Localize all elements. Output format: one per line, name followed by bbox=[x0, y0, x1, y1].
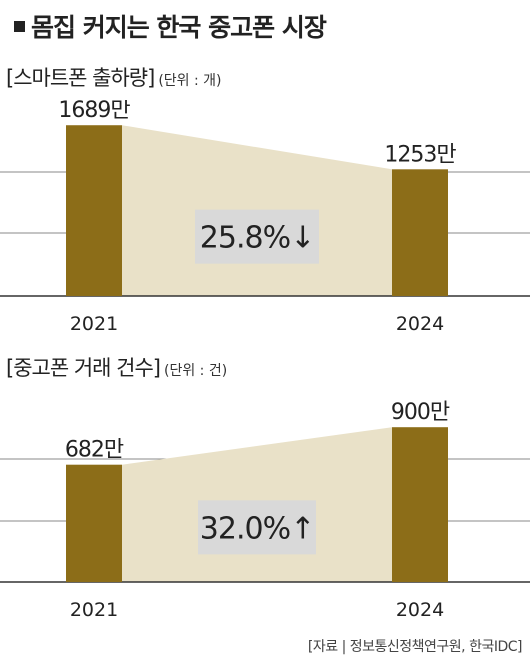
bar-2021 bbox=[66, 464, 122, 582]
chart1-title: [스마트폰 출하량] bbox=[6, 66, 155, 90]
x-tick-label: 2021 bbox=[70, 599, 118, 621]
bar-2021 bbox=[66, 125, 122, 297]
change-box bbox=[195, 209, 319, 264]
chart1-title-row: [스마트폰 출하량] (단위 : 개) bbox=[6, 62, 222, 92]
chart2-unit: (단위 : 건) bbox=[163, 363, 228, 379]
chart2-title-row: [중고폰 거래 건수] (단위 : 건) bbox=[6, 352, 227, 382]
shipment-chart: 1689만 1253만 2021 2024 25.8%↓ bbox=[0, 100, 530, 335]
change-label: 32.0%↑ bbox=[200, 511, 314, 546]
value-label-2021: 682만 bbox=[65, 438, 124, 463]
value-label-2024: 1253만 bbox=[384, 142, 456, 167]
chart1-unit: (단위 : 개) bbox=[158, 73, 222, 89]
x-tick-label: 2021 bbox=[70, 313, 118, 335]
bar-2024 bbox=[392, 427, 448, 582]
main-title-text: 몸집 커지는 한국 중고폰 시장 bbox=[31, 13, 327, 42]
change-box bbox=[198, 500, 316, 555]
title-bullet-icon bbox=[14, 21, 25, 32]
main-title: 몸집 커지는 한국 중고폰 시장 bbox=[14, 8, 327, 44]
used-phone-chart: 682만 900만 2021 2024 32.0%↑ bbox=[0, 400, 530, 621]
x-tick-label: 2024 bbox=[396, 599, 444, 621]
source-note: [자료 | 정보통신정책연구원, 한국IDC] bbox=[307, 639, 523, 655]
value-label-2021: 1689만 bbox=[58, 100, 130, 123]
bar-2024 bbox=[392, 169, 448, 296]
value-label-2024: 900만 bbox=[391, 400, 450, 425]
change-label: 25.8%↓ bbox=[200, 221, 314, 256]
x-tick-label: 2024 bbox=[396, 313, 444, 335]
chart2-title: [중고폰 거래 건수] bbox=[6, 356, 161, 380]
